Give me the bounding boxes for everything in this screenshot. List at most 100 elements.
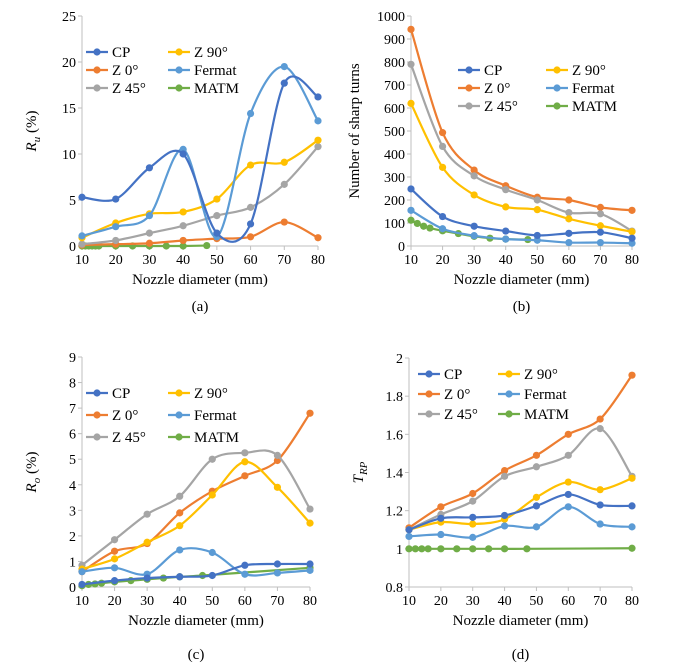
y-tick-label: 800 [384,56,405,71]
x-tick-label: 80 [311,253,325,268]
data-point-matm [418,545,426,553]
data-point-z45 [273,451,282,459]
data-point-z90 [213,195,221,203]
data-point-cp [306,560,314,568]
data-point-matm [469,545,477,553]
x-tick-label: 10 [404,253,418,268]
legend-label-z0: Z 0° [112,408,138,424]
data-point-cp [143,574,151,582]
legend-label-fermat: Fermat [524,387,567,403]
data-point-cp [78,580,86,589]
data-point-cp [280,79,288,87]
data-point-z0 [500,466,509,475]
data-point-cp [176,573,184,581]
data-point-fermat [596,520,604,528]
data-point-fermat [407,206,415,214]
data-point-cp [241,561,249,569]
legend-marker-z90 [505,370,513,378]
legend-label-z0: Z 0° [444,387,470,403]
data-point-z45 [564,451,572,459]
legend-marker-z90 [175,48,183,56]
data-point-cp [314,93,322,101]
y-tick-label: 1.2 [386,505,404,520]
data-point-cp [565,229,573,237]
data-point-z45 [470,172,478,180]
x-tick-label: 50 [530,253,544,268]
data-point-cp [110,577,119,585]
data-point-matm [162,242,170,250]
data-point-cp [213,229,221,237]
data-point-cp [628,234,636,242]
data-point-z90 [208,491,216,499]
data-point-fermat [470,232,478,240]
legend-label-z0: Z 0° [484,81,510,97]
y-axis-title: Ro (%) [24,452,43,494]
y-tick-label: 5 [69,453,76,468]
data-point-z90 [469,520,477,528]
y-tick-label: 0.8 [386,581,404,596]
data-point-cp [596,501,604,509]
data-point-fermat [502,235,510,243]
panel-label: (d) [512,647,530,663]
x-tick-label: 30 [467,253,481,268]
x-tick-label: 80 [303,594,317,609]
x-tick-label: 30 [466,594,480,609]
data-point-z45 [176,492,184,500]
x-tick-label: 80 [625,594,639,609]
data-point-z90 [470,191,478,199]
legend-label-matm: MATM [572,99,617,115]
data-point-fermat [469,533,477,541]
data-point-z90 [407,99,415,107]
data-point-z90 [438,163,447,171]
x-axis-title: Nozzle diameter (mm) [453,613,589,629]
legend-label-z45: Z 45° [484,99,518,115]
y-tick-label: 0 [69,581,76,596]
legend-marker-z45 [93,433,101,441]
x-tick-label: 60 [238,594,252,609]
x-tick-label: 70 [593,594,607,609]
x-tick-label: 50 [210,253,224,268]
legend-label-cp: CP [444,367,462,383]
legend-marker-z45 [465,102,473,110]
series-line-fermat [81,65,319,238]
y-tick-label: 2 [396,352,403,367]
y-tick-label: 0 [398,240,405,255]
y-tick-label: 6 [69,428,76,443]
y-tick-label: 300 [384,171,405,186]
y-tick-label: 1000 [377,10,405,25]
data-point-fermat [78,232,86,240]
legend-label-z45: Z 45° [112,81,146,97]
legend-label-z45: Z 45° [444,407,478,423]
data-point-z0 [628,206,636,214]
data-point-cp [500,511,509,520]
data-point-z45 [469,497,477,505]
data-point-z90 [564,478,572,486]
y-axis-title: Ru (%) [24,111,43,153]
y-tick-label: 0 [69,240,76,255]
data-point-matm [424,545,432,553]
x-axis-title: Nozzle diameter (mm) [132,272,268,288]
series-line-z0 [409,29,633,212]
legend-marker-z45 [425,410,433,418]
x-tick-label: 60 [562,253,576,268]
data-point-z0 [628,371,636,379]
data-point-matm [523,545,531,553]
y-tick-label: 10 [62,148,76,163]
legend-marker-z0 [465,84,473,92]
chart-panel-a: 10 20 30 40 50 60 70 80 0 5 10 15 20 25 Nozzle diamete… [24,10,325,315]
data-point-matm [407,216,415,224]
data-point-cp [407,185,415,193]
data-point-z90 [273,483,282,491]
data-point-fermat [176,546,184,554]
data-point-z45 [314,143,322,151]
data-point-z90 [565,215,573,223]
data-point-cp [470,222,478,230]
y-tick-label: 7 [69,402,76,417]
x-tick-label: 80 [625,253,639,268]
legend-marker-cp [93,48,101,56]
y-tick-label: 2 [69,530,76,545]
y-tick-label: 900 [384,33,405,48]
data-point-z0 [145,239,154,247]
legend-label-cp: CP [484,63,502,79]
